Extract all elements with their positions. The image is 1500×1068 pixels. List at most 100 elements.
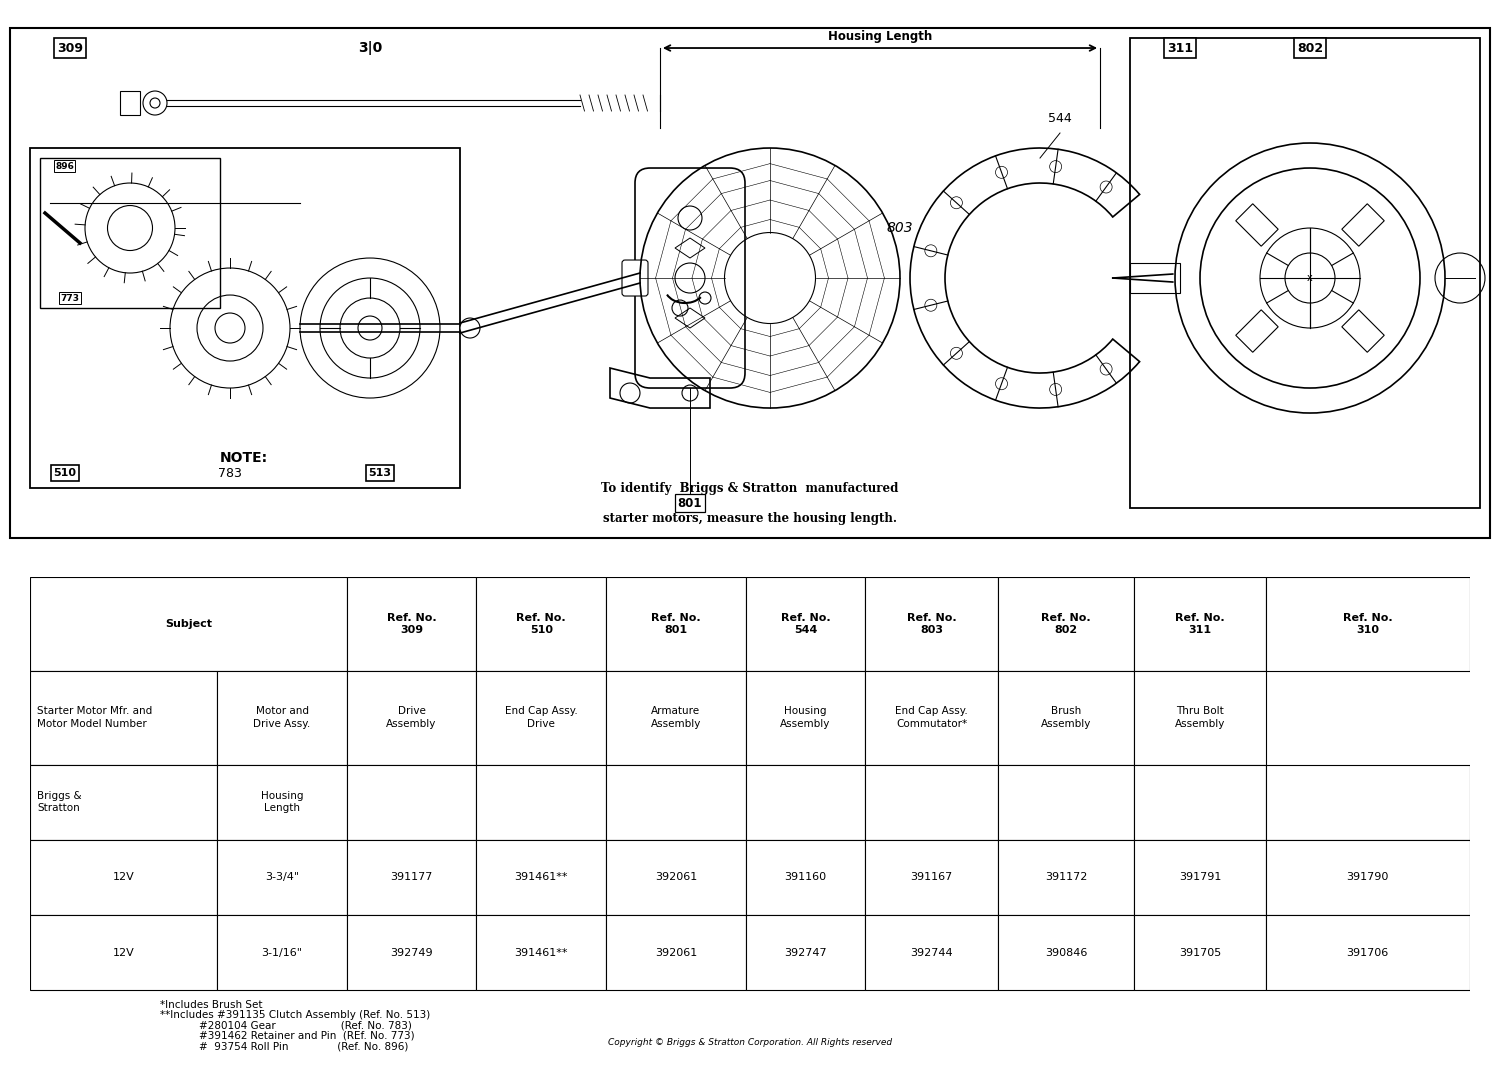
- Bar: [1134, 839, 1266, 915]
- Text: 510: 510: [54, 468, 76, 478]
- Bar: [606, 765, 746, 839]
- Text: 896: 896: [56, 161, 74, 171]
- Bar: [217, 765, 346, 839]
- Text: Housing Length: Housing Length: [828, 30, 932, 43]
- Bar: [217, 915, 346, 990]
- Text: Ref. No.
310: Ref. No. 310: [1342, 613, 1392, 634]
- Text: Copyright © Briggs & Stratton Corporation. All Rights reserved: Copyright © Briggs & Stratton Corporatio…: [608, 1038, 892, 1047]
- Text: 802: 802: [1298, 42, 1323, 54]
- FancyBboxPatch shape: [634, 168, 746, 388]
- Bar: [1342, 310, 1384, 352]
- Text: 392747: 392747: [784, 947, 826, 958]
- Text: 3|0: 3|0: [358, 41, 382, 56]
- Bar: [477, 839, 606, 915]
- Text: Ref. No.
510: Ref. No. 510: [516, 613, 566, 634]
- Text: 391461**: 391461**: [514, 947, 568, 958]
- Text: x: x: [1306, 273, 1312, 283]
- Text: 12V: 12V: [112, 947, 135, 958]
- FancyBboxPatch shape: [622, 260, 648, 296]
- Text: 391706: 391706: [1347, 947, 1389, 958]
- Text: Ref. No.
311: Ref. No. 311: [1174, 613, 1225, 634]
- Text: Starter Motor Mfr. and
Motor Model Number: Starter Motor Mfr. and Motor Model Numbe…: [38, 707, 153, 728]
- Text: Brush
Assembly: Brush Assembly: [1041, 707, 1092, 728]
- Bar: [346, 765, 477, 839]
- Bar: [746, 915, 866, 990]
- Bar: [1134, 671, 1266, 765]
- Text: *Includes Brush Set: *Includes Brush Set: [159, 1000, 262, 1009]
- Text: Housing
Length: Housing Length: [261, 791, 303, 814]
- Bar: [30, 915, 217, 990]
- Text: 390846: 390846: [1046, 947, 1088, 958]
- Text: 803: 803: [886, 221, 914, 235]
- Text: Motor and
Drive Assy.: Motor and Drive Assy.: [254, 707, 310, 728]
- Text: **Includes #391135 Clutch Assembly (Ref. No. 513): **Includes #391135 Clutch Assembly (Ref.…: [159, 1010, 430, 1020]
- Bar: [865, 765, 998, 839]
- Text: #391462 Retainer and Pin  (REf. No. 773): #391462 Retainer and Pin (REf. No. 773): [159, 1031, 414, 1040]
- Bar: [1130, 38, 1480, 508]
- Text: End Cap Assy.
Drive: End Cap Assy. Drive: [506, 707, 578, 728]
- Text: 391705: 391705: [1179, 947, 1221, 958]
- Bar: [998, 839, 1134, 915]
- Bar: [30, 671, 217, 765]
- Bar: [40, 158, 220, 308]
- Text: 773: 773: [60, 294, 80, 302]
- Bar: [346, 577, 477, 671]
- Bar: [1130, 263, 1180, 293]
- Bar: [998, 765, 1134, 839]
- Text: NOTE:: NOTE:: [220, 451, 268, 465]
- Text: 391167: 391167: [910, 873, 952, 882]
- Bar: [998, 915, 1134, 990]
- Text: 391790: 391790: [1347, 873, 1389, 882]
- Bar: [346, 915, 477, 990]
- Bar: [346, 839, 477, 915]
- Bar: [606, 671, 746, 765]
- Text: 513: 513: [369, 468, 392, 478]
- Bar: [746, 671, 866, 765]
- Text: 12V: 12V: [112, 873, 135, 882]
- Text: Ref. No.
544: Ref. No. 544: [780, 613, 831, 634]
- Text: 309: 309: [57, 42, 82, 54]
- Text: Drive
Assembly: Drive Assembly: [387, 707, 436, 728]
- Text: 392061: 392061: [654, 873, 698, 882]
- Text: 391177: 391177: [390, 873, 433, 882]
- Bar: [746, 577, 866, 671]
- Circle shape: [460, 318, 480, 337]
- Text: Ref. No.
802: Ref. No. 802: [1041, 613, 1090, 634]
- Text: 3-1/16": 3-1/16": [261, 947, 303, 958]
- Bar: [477, 765, 606, 839]
- Bar: [1134, 765, 1266, 839]
- Text: Subject: Subject: [165, 618, 211, 629]
- Text: 801: 801: [678, 497, 702, 509]
- Bar: [120, 91, 140, 115]
- Bar: [1266, 765, 1470, 839]
- Bar: [30, 765, 217, 839]
- Text: 392744: 392744: [910, 947, 952, 958]
- Bar: [606, 839, 746, 915]
- Text: Ref. No.
803: Ref. No. 803: [906, 613, 957, 634]
- Text: 392749: 392749: [390, 947, 433, 958]
- Bar: [746, 839, 866, 915]
- Text: 391791: 391791: [1179, 873, 1221, 882]
- Bar: [998, 577, 1134, 671]
- Text: 391160: 391160: [784, 873, 826, 882]
- Text: Housing
Assembly: Housing Assembly: [780, 707, 831, 728]
- Bar: [1266, 577, 1470, 671]
- Bar: [1266, 839, 1470, 915]
- Bar: [746, 765, 866, 839]
- Bar: [30, 839, 217, 915]
- Text: 783: 783: [217, 467, 242, 480]
- Bar: [865, 577, 998, 671]
- Bar: [998, 671, 1134, 765]
- Bar: [865, 839, 998, 915]
- Bar: [606, 915, 746, 990]
- Bar: [865, 915, 998, 990]
- Text: 311: 311: [1167, 42, 1192, 54]
- Text: Briggs &
Stratton: Briggs & Stratton: [38, 791, 82, 814]
- Bar: [606, 577, 746, 671]
- Bar: [1236, 204, 1278, 247]
- Bar: [217, 671, 346, 765]
- Bar: [477, 577, 606, 671]
- Text: 391172: 391172: [1046, 873, 1088, 882]
- Text: Thru Bolt
Assembly: Thru Bolt Assembly: [1174, 707, 1225, 728]
- Bar: [477, 671, 606, 765]
